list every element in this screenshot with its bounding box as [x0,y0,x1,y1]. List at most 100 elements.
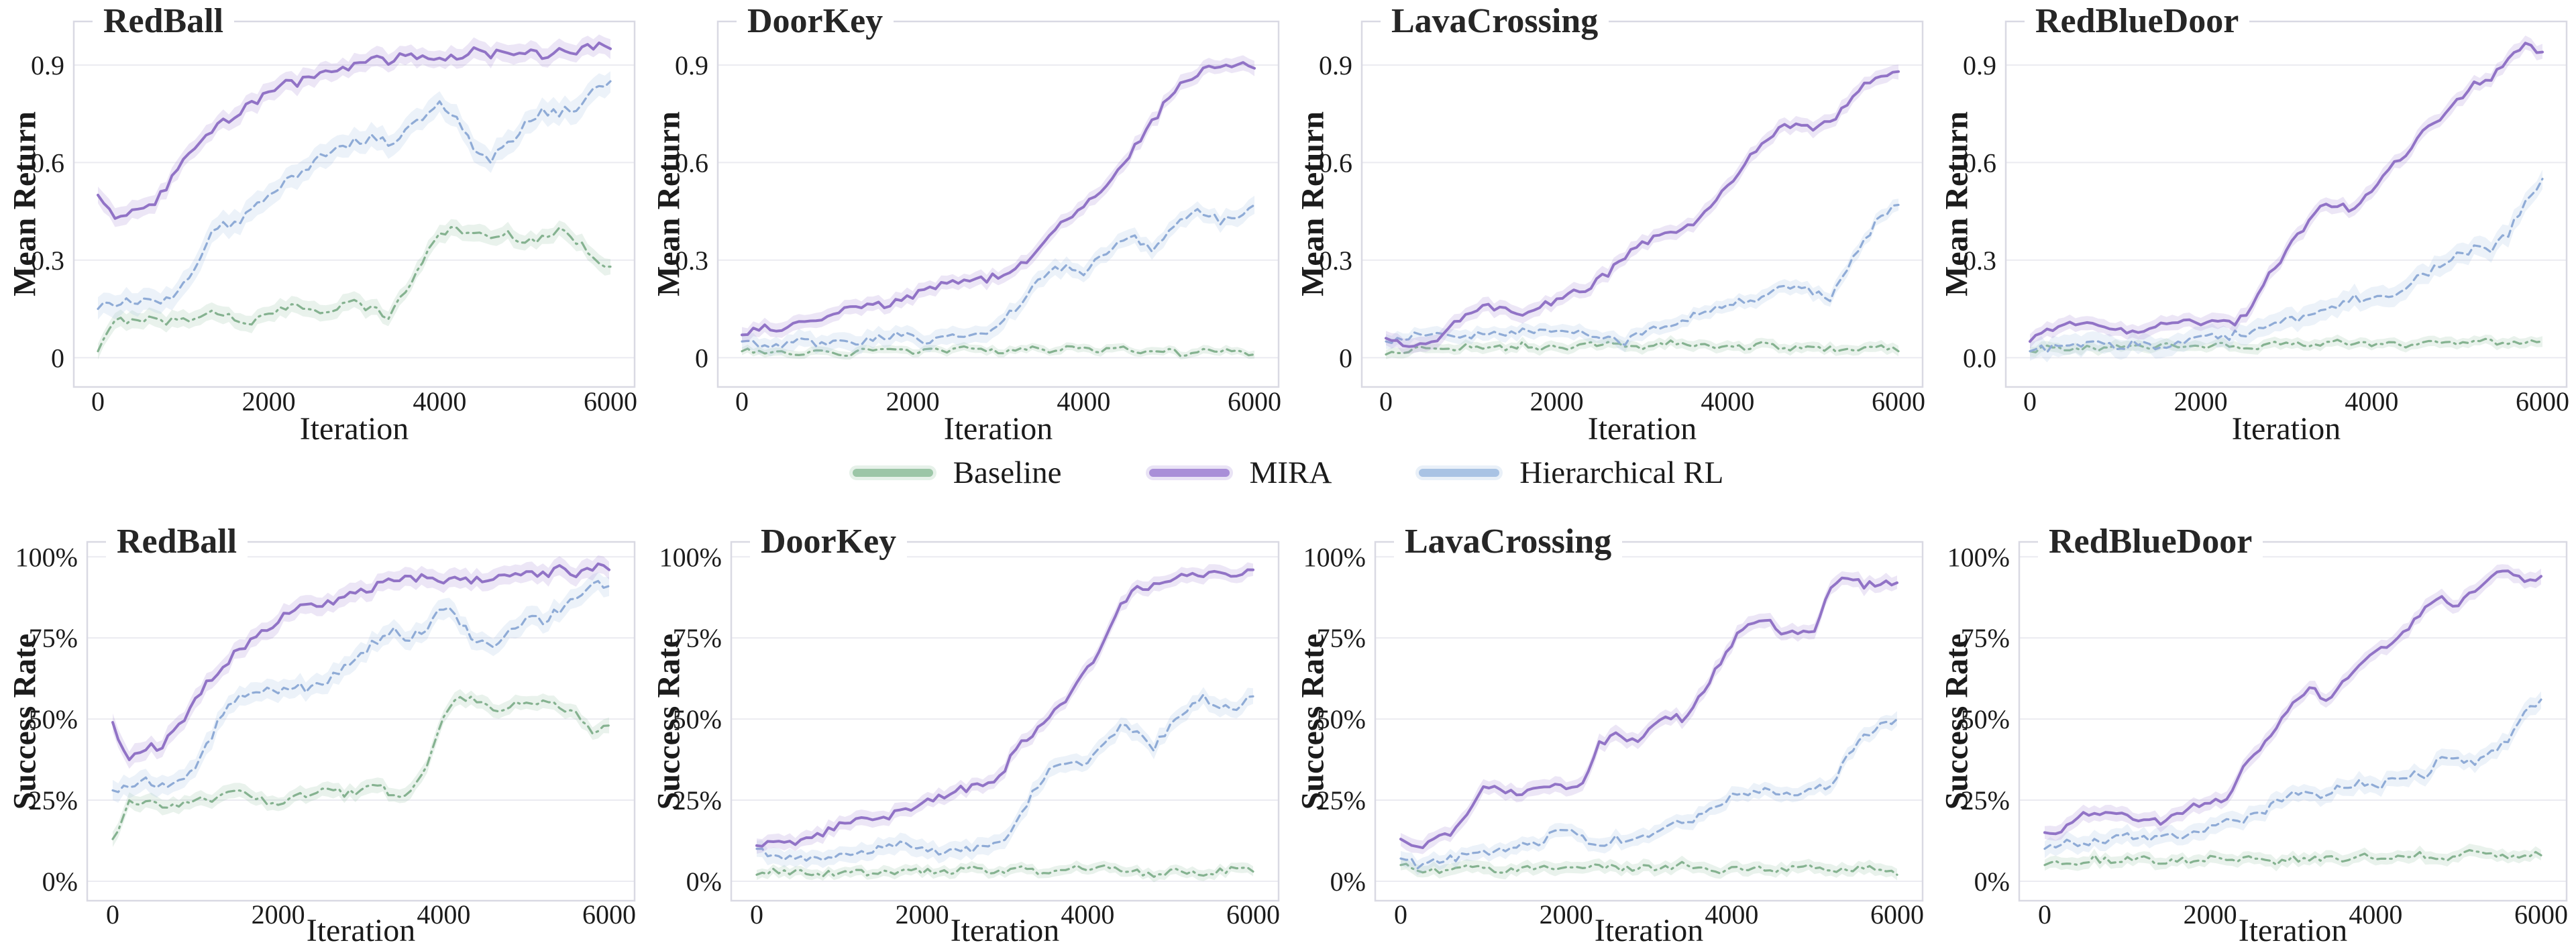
svg-text:2000: 2000 [896,899,949,930]
svg-text:0: 0 [106,899,119,930]
legend: Baseline MIRA Hierarchical RL [0,436,2576,510]
plot-canvas-lavacrossing-mean-return: 0 0.3 0.6 0.9 0 2000 4000 6000 [1319,20,1925,416]
svg-text:4000: 4000 [1057,386,1110,416]
svg-text:2000: 2000 [886,386,940,416]
x-axis-label: Iteration [943,411,1053,447]
svg-text:75%: 75% [1961,623,2010,653]
x-axis-label: Iteration [950,913,1060,948]
svg-text:0.3: 0.3 [675,245,708,276]
svg-text:0: 0 [695,343,708,373]
chart-title: LavaCrossing [1381,4,1609,39]
svg-text:0.3: 0.3 [1319,245,1352,276]
subplot-lavacrossing-success-rate: 0% 25% 50% 75% 100% 0 2000 4000 6000 LavaCrossin… [1288,510,1932,949]
svg-text:0.3: 0.3 [31,245,64,276]
y-axis-label: Mean Return [7,111,43,296]
chart-title: LavaCrossing [1394,524,1623,559]
plot-canvas-redbluedoor-mean-return: 0.0 0.3 0.6 0.9 0 2000 4000 6000 [1963,20,2569,416]
svg-text:75%: 75% [1317,623,1366,653]
svg-text:4000: 4000 [1705,899,1758,930]
plot-canvas-redbluedoor-success-rate: 0% 25% 50% 75% 100% 0 2000 4000 6000 [1947,541,2568,930]
legend-swatch-baseline [852,469,933,477]
svg-text:0%: 0% [686,867,722,897]
x-axis-label: Iteration [306,913,416,948]
subplot-lavacrossing-mean-return: 0 0.3 0.6 0.9 0 2000 4000 6000 LavaCrossing Mea… [1288,0,1932,447]
y-axis-label: Success Rate [1295,633,1331,810]
svg-text:4000: 4000 [2345,386,2398,416]
svg-text:0: 0 [2023,386,2037,416]
svg-text:0: 0 [2038,899,2051,930]
plot-canvas-doorkey-success-rate: 0% 25% 50% 75% 100% 0 2000 4000 6000 [659,541,1280,930]
svg-text:0: 0 [1394,899,1407,930]
subplot-redbluedoor-mean-return: 0.0 0.3 0.6 0.9 0 2000 4000 6000 RedBlueDoor Me… [1932,0,2576,447]
svg-text:0.6: 0.6 [31,148,64,178]
svg-text:100%: 100% [1303,542,1366,572]
svg-text:6000: 6000 [584,386,637,416]
svg-text:2000: 2000 [1530,386,1584,416]
svg-text:2000: 2000 [2184,899,2237,930]
svg-text:6000: 6000 [1872,386,1925,416]
legend-swatch-hierarchical-rl [1419,469,1500,477]
svg-text:6000: 6000 [582,899,636,930]
svg-text:25%: 25% [1317,785,1366,816]
chart-title: DoorKey [737,4,894,39]
svg-text:0%: 0% [1330,867,1366,897]
svg-text:0.9: 0.9 [31,50,64,80]
svg-text:4000: 4000 [1061,899,1114,930]
x-axis-label: Iteration [299,411,409,447]
svg-text:0.9: 0.9 [675,50,708,80]
subplot-redball-mean-return: 0 0.3 0.6 0.9 0 2000 4000 6000 RedBall Mean Ret… [0,0,644,447]
svg-text:2000: 2000 [2174,386,2228,416]
legend-label-mira: MIRA [1249,455,1332,490]
svg-text:2000: 2000 [242,386,296,416]
svg-text:4000: 4000 [1701,386,1754,416]
y-axis-label: Mean Return [651,111,687,296]
subplot-doorkey-mean-return: 0 0.3 0.6 0.9 0 2000 4000 6000 DoorKey Mean Ret… [644,0,1288,447]
y-axis-label: Mean Return [1939,111,1975,296]
svg-text:0.9: 0.9 [1319,50,1352,80]
svg-text:50%: 50% [1961,704,2010,734]
chart-title: RedBall [106,524,248,559]
svg-text:6000: 6000 [1870,899,1924,930]
svg-text:6000: 6000 [2514,899,2568,930]
svg-text:25%: 25% [1961,785,2010,816]
svg-text:6000: 6000 [2516,386,2569,416]
chart-title: DoorKey [750,524,908,559]
svg-text:0: 0 [735,386,749,416]
legend-label-baseline: Baseline [953,455,1062,490]
plot-canvas-doorkey-mean-return: 0 0.3 0.6 0.9 0 2000 4000 6000 [675,20,1281,416]
svg-text:0.6: 0.6 [675,148,708,178]
svg-text:0: 0 [1339,343,1352,373]
svg-text:4000: 4000 [413,386,466,416]
y-axis-label: Mean Return [1295,111,1331,296]
svg-text:75%: 75% [673,623,722,653]
svg-text:50%: 50% [673,704,722,734]
svg-text:50%: 50% [1317,704,1366,734]
svg-text:0.6: 0.6 [1319,148,1352,178]
svg-text:0%: 0% [42,867,78,897]
svg-text:100%: 100% [1947,542,2010,572]
svg-text:25%: 25% [29,785,78,816]
subplot-redball-success-rate: 0% 25% 50% 75% 100% 0 2000 4000 6000 RedBall Suc… [0,510,644,949]
plot-canvas-redball-mean-return: 0 0.3 0.6 0.9 0 2000 4000 6000 [31,20,637,416]
chart-title: RedBlueDoor [2025,4,2250,39]
svg-text:0.0: 0.0 [1963,343,1996,373]
svg-text:100%: 100% [659,542,722,572]
svg-text:0.6: 0.6 [1963,148,1996,178]
svg-text:100%: 100% [15,542,78,572]
svg-text:4000: 4000 [417,899,470,930]
plot-canvas-redball-success-rate: 0% 25% 50% 75% 100% 0 2000 4000 6000 [15,541,636,930]
svg-text:4000: 4000 [2349,899,2402,930]
svg-text:2000: 2000 [252,899,305,930]
chart-title: RedBall [93,4,235,39]
svg-text:50%: 50% [29,704,78,734]
svg-text:0: 0 [750,899,763,930]
chart-title: RedBlueDoor [2038,524,2263,559]
y-axis-label: Success Rate [7,633,43,810]
x-axis-label: Iteration [2231,411,2341,447]
legend-item-hierarchical-rl: Hierarchical RL [1419,455,1723,491]
x-axis-label: Iteration [1594,913,1704,948]
legend-swatch-mira [1148,469,1230,477]
subplot-doorkey-success-rate: 0% 25% 50% 75% 100% 0 2000 4000 6000 DoorKey Suc… [644,510,1288,949]
legend-item-baseline: Baseline [852,455,1062,491]
